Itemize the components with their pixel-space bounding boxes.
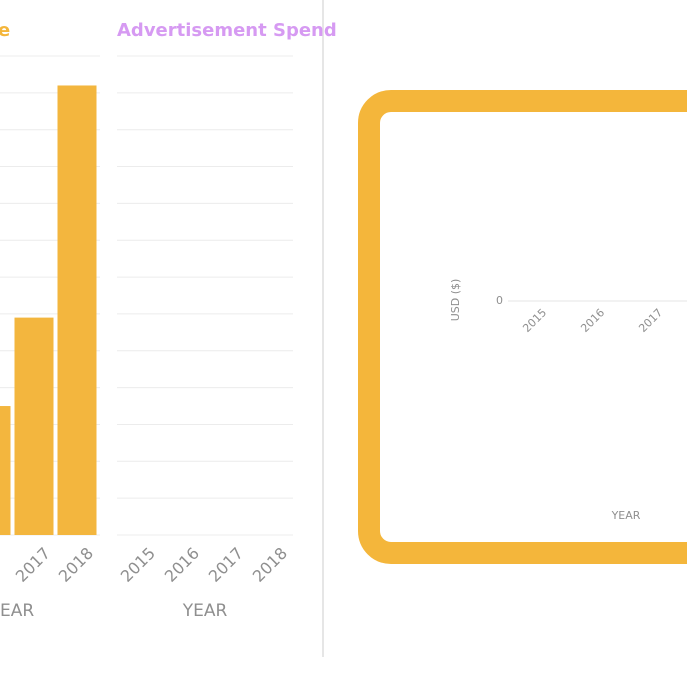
x-axis-label: EAR [0, 601, 34, 621]
x-axis-label: YEAR [611, 509, 641, 522]
chart-title: e [0, 20, 10, 41]
chart-title: Advertisement Spend [117, 20, 337, 41]
x-tick-label: 2017 [205, 544, 247, 586]
x-axis-label: YEAR [182, 601, 228, 621]
y-tick-label: 0 [496, 294, 503, 307]
y-axis-label: USD ($) [449, 279, 462, 322]
bar [0, 406, 11, 535]
x-tick-label: 2017 [12, 544, 54, 586]
highlight-frame [358, 90, 687, 564]
bar [14, 317, 54, 535]
x-tick-label: 2015 [117, 544, 159, 586]
x-tick-label: 2018 [249, 544, 291, 586]
bar [57, 85, 97, 535]
x-tick-label: 2018 [55, 544, 97, 586]
x-tick-label: 2016 [161, 544, 203, 586]
